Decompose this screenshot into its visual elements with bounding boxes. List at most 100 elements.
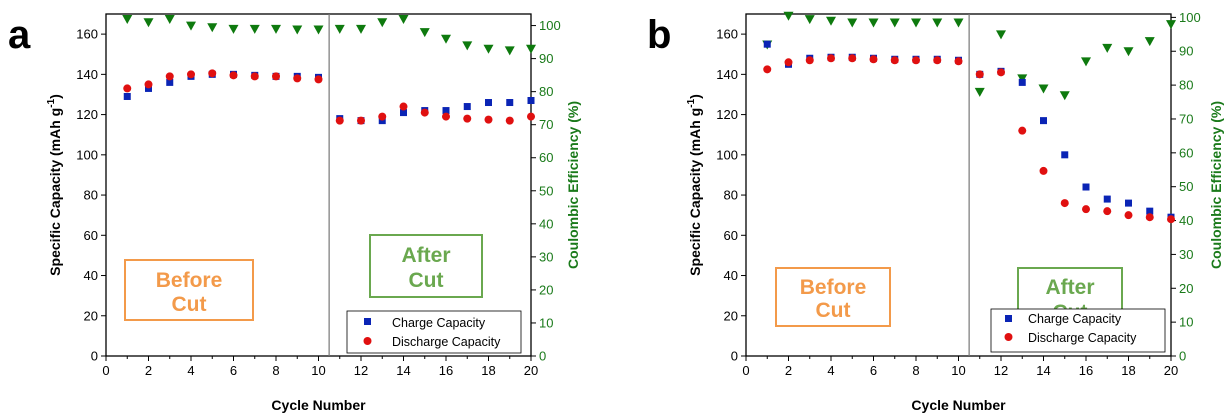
x-tick-label: 4 <box>827 363 834 378</box>
panel-a: a 0 2 4 6 8 10 12 14 16 18 20020406080100120140160… <box>8 13 581 413</box>
y2-axis-label: Coulombic Efficiency (%) <box>565 101 581 269</box>
x-tick-label: 8 <box>272 363 279 378</box>
charge-capacity-point <box>485 99 492 107</box>
y2-tick-label: 10 <box>1179 315 1193 330</box>
x-tick-label: 16 <box>439 363 453 378</box>
coulombic-efficiency-point <box>974 87 985 97</box>
y-tick-label: 60 <box>724 228 738 243</box>
x-tick-label: 14 <box>396 363 410 378</box>
coulombic-efficiency-point <box>356 24 366 34</box>
discharge-capacity-point <box>123 84 132 93</box>
coulombic-efficiency-point <box>868 18 879 28</box>
discharge-capacity-point <box>144 80 153 89</box>
y-tick-label: 120 <box>716 107 738 122</box>
y-tick-label: 0 <box>731 349 738 364</box>
y2-tick-label: 100 <box>539 18 561 33</box>
legend-box <box>346 310 522 354</box>
discharge-capacity-point <box>208 69 217 78</box>
coulombic-efficiency-point <box>462 41 473 51</box>
coulombic-efficiency-point <box>207 23 218 33</box>
y-tick-label: 80 <box>724 188 738 203</box>
discharge-capacity-point <box>805 56 814 65</box>
before-cut-label-line2: Cut <box>816 299 851 322</box>
y-tick-label: 140 <box>716 67 738 82</box>
legend-discharge-label: Discharge Capacity <box>1028 331 1137 345</box>
charge-capacity-point <box>1082 183 1090 191</box>
y-tick-label: 40 <box>84 268 98 283</box>
x-tick-label: 0 <box>102 363 109 378</box>
y-tick-label: 100 <box>716 147 738 162</box>
x-tick-label: 0 <box>742 363 749 378</box>
y-tick-label: 0 <box>91 349 98 364</box>
charge-capacity-point <box>400 109 407 117</box>
x-tick-label: 10 <box>311 363 325 378</box>
coulombic-efficiency-point <box>334 24 345 34</box>
y-tick-label: 60 <box>84 228 98 243</box>
x-tick-label: 2 <box>785 363 792 378</box>
plot-frame <box>105 13 532 357</box>
discharge-capacity-point <box>378 112 387 121</box>
coulombic-efficiency-point <box>377 18 388 28</box>
discharge-capacity-point <box>229 71 238 80</box>
x-tick-label: 18 <box>1121 363 1135 378</box>
charge-capacity-point <box>1146 207 1154 215</box>
charge-capacity-point <box>1061 151 1069 159</box>
coulombic-efficiency-point <box>483 44 494 54</box>
y-tick-label: 40 <box>724 268 738 283</box>
discharge-capacity-point <box>1018 126 1027 135</box>
discharge-capacity-point <box>357 116 365 125</box>
discharge-capacity-point <box>827 54 835 63</box>
legend-box <box>990 308 1166 353</box>
discharge-capacity-point <box>848 54 857 63</box>
y2-tick-label: 40 <box>1179 213 1193 228</box>
coulombic-efficiency-point <box>847 18 858 28</box>
legend-discharge-marker <box>363 337 372 345</box>
discharge-capacity-point <box>165 72 174 81</box>
coulombic-efficiency-point <box>1059 91 1070 101</box>
coulombic-efficiency-point <box>1144 37 1155 47</box>
coulombic-efficiency-point <box>504 46 515 56</box>
coulombic-efficiency-point <box>441 34 451 44</box>
coulombic-efficiency-point <box>1102 43 1113 53</box>
discharge-capacity-point <box>1039 166 1048 175</box>
discharge-capacity-point <box>890 56 899 65</box>
charge-capacity-point <box>145 84 152 92</box>
legend-charge-marker <box>364 318 371 325</box>
y2-tick-label: 0 <box>539 349 546 364</box>
discharge-capacity-point <box>1060 199 1069 208</box>
coulombic-efficiency-point <box>143 18 154 28</box>
y2-tick-label: 100 <box>1179 10 1201 25</box>
legend: Charge Capacity Discharge Capacity <box>990 308 1166 353</box>
x-tick-label: 20 <box>524 363 538 378</box>
charge-capacity-point <box>1103 195 1111 203</box>
discharge-capacity-point <box>420 108 429 117</box>
y2-tick-label: 20 <box>539 282 553 297</box>
y2-tick-label: 10 <box>539 315 553 330</box>
discharge-capacity-point <box>869 55 878 64</box>
charge-capacity-point <box>1040 117 1047 125</box>
y2-tick-label: 40 <box>539 216 553 231</box>
coulombic-efficiency-point <box>398 14 409 24</box>
legend: Charge Capacity Discharge Capacity <box>346 310 522 354</box>
y-axis-label-main: Specific Capacity (mAh g <box>47 108 63 276</box>
discharge-capacity-point <box>272 72 280 81</box>
y2-tick-label: 30 <box>1179 247 1193 262</box>
y-axis-label-close: ) <box>687 94 703 99</box>
discharge-capacity-point <box>314 75 323 84</box>
discharge-capacity-point <box>1082 205 1090 214</box>
discharge-capacity-point <box>954 57 963 66</box>
coulombic-efficiency-point <box>186 21 196 31</box>
x-tick-label: 18 <box>481 363 495 378</box>
y2-tick-label: 80 <box>539 84 553 99</box>
coulombic-efficiency-point <box>249 24 260 34</box>
y-tick-label: 140 <box>76 67 98 82</box>
coulombic-efficiency-point <box>292 25 303 35</box>
panel-a-label: a <box>8 13 31 57</box>
y-tick-label: 160 <box>716 27 738 42</box>
after-cut-label-line1: After <box>1045 276 1094 299</box>
charge-capacity-point <box>506 99 514 107</box>
coulombic-efficiency-point <box>164 14 175 24</box>
charge-capacity-point <box>1125 199 1132 207</box>
y-axis-label-close: ) <box>47 94 63 99</box>
